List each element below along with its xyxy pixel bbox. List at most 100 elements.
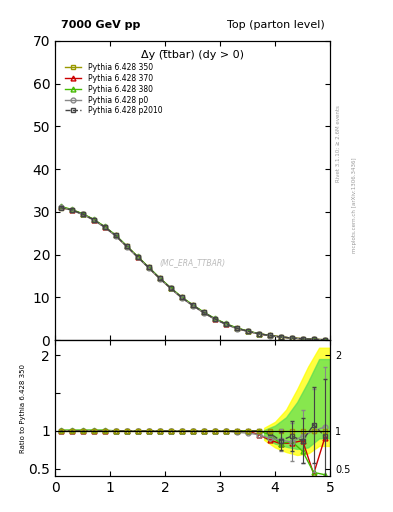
Pythia 6.428 370 bbox=[267, 332, 272, 338]
Pythia 6.428 370 bbox=[135, 254, 140, 260]
Pythia 6.428 p0 bbox=[113, 233, 118, 239]
Pythia 6.428 p2010 bbox=[300, 336, 305, 342]
Pythia 6.428 350 bbox=[311, 336, 316, 343]
Pythia 6.428 p0 bbox=[322, 337, 327, 343]
Pythia 6.428 p2010 bbox=[267, 332, 272, 338]
Pythia 6.428 350 bbox=[157, 275, 162, 281]
Pythia 6.428 p0 bbox=[256, 331, 261, 337]
Pythia 6.428 380 bbox=[80, 210, 85, 217]
Line: Pythia 6.428 380: Pythia 6.428 380 bbox=[58, 204, 327, 342]
Pythia 6.428 370 bbox=[212, 316, 217, 322]
Pythia 6.428 370 bbox=[311, 336, 316, 343]
Pythia 6.428 p2010 bbox=[168, 285, 173, 291]
Pythia 6.428 p0 bbox=[267, 333, 272, 339]
Pythia 6.428 p0 bbox=[58, 204, 63, 210]
Pythia 6.428 p2010 bbox=[245, 328, 250, 334]
Pythia 6.428 380 bbox=[179, 294, 184, 300]
Pythia 6.428 350 bbox=[58, 205, 63, 211]
Pythia 6.428 p2010 bbox=[157, 275, 162, 281]
Pythia 6.428 370 bbox=[124, 243, 129, 249]
Pythia 6.428 p0 bbox=[146, 265, 151, 271]
Pythia 6.428 380 bbox=[278, 334, 283, 340]
Pythia 6.428 380 bbox=[289, 335, 294, 341]
Text: Δy (t̅tbar) (dy > 0): Δy (t̅tbar) (dy > 0) bbox=[141, 50, 244, 60]
Pythia 6.428 350 bbox=[168, 285, 173, 291]
Pythia 6.428 p2010 bbox=[179, 294, 184, 301]
Pythia 6.428 p0 bbox=[234, 326, 239, 332]
Pythia 6.428 350 bbox=[300, 336, 305, 342]
Pythia 6.428 p2010 bbox=[69, 207, 74, 213]
Pythia 6.428 380 bbox=[256, 330, 261, 336]
Pythia 6.428 370 bbox=[190, 302, 195, 308]
Pythia 6.428 p2010 bbox=[322, 337, 327, 343]
Line: Pythia 6.428 p2010: Pythia 6.428 p2010 bbox=[58, 205, 327, 342]
Pythia 6.428 p2010 bbox=[58, 205, 63, 211]
Pythia 6.428 370 bbox=[278, 334, 283, 340]
Pythia 6.428 380 bbox=[91, 216, 96, 222]
Pythia 6.428 350 bbox=[190, 302, 195, 308]
Pythia 6.428 350 bbox=[135, 254, 140, 260]
Pythia 6.428 380 bbox=[322, 336, 327, 343]
Pythia 6.428 350 bbox=[179, 294, 184, 301]
Pythia 6.428 p0 bbox=[300, 336, 305, 342]
Pythia 6.428 380 bbox=[212, 315, 217, 322]
Pythia 6.428 350 bbox=[245, 328, 250, 334]
Pythia 6.428 p2010 bbox=[234, 325, 239, 331]
Pythia 6.428 p0 bbox=[168, 285, 173, 291]
Pythia 6.428 370 bbox=[157, 275, 162, 281]
Pythia 6.428 350 bbox=[278, 334, 283, 340]
Pythia 6.428 p2010 bbox=[223, 321, 228, 327]
Pythia 6.428 p0 bbox=[80, 211, 85, 218]
Text: Top (parton level): Top (parton level) bbox=[227, 20, 325, 31]
Pythia 6.428 370 bbox=[179, 294, 184, 301]
Pythia 6.428 370 bbox=[80, 211, 85, 217]
Line: Pythia 6.428 p0: Pythia 6.428 p0 bbox=[58, 205, 327, 342]
Pythia 6.428 370 bbox=[113, 232, 118, 239]
Pythia 6.428 370 bbox=[146, 264, 151, 270]
Pythia 6.428 350 bbox=[322, 337, 327, 343]
Pythia 6.428 350 bbox=[267, 332, 272, 338]
Pythia 6.428 p0 bbox=[201, 310, 206, 316]
Legend: Pythia 6.428 350, Pythia 6.428 370, Pythia 6.428 380, Pythia 6.428 p0, Pythia 6.: Pythia 6.428 350, Pythia 6.428 370, Pyth… bbox=[62, 60, 165, 118]
Pythia 6.428 380 bbox=[234, 325, 239, 331]
Pythia 6.428 380 bbox=[69, 206, 74, 212]
Pythia 6.428 370 bbox=[201, 309, 206, 315]
Pythia 6.428 380 bbox=[311, 336, 316, 343]
Pythia 6.428 p2010 bbox=[102, 224, 107, 230]
Pythia 6.428 350 bbox=[201, 309, 206, 315]
Pythia 6.428 p0 bbox=[179, 295, 184, 301]
Pythia 6.428 350 bbox=[69, 207, 74, 213]
Pythia 6.428 350 bbox=[234, 325, 239, 331]
Pythia 6.428 370 bbox=[168, 285, 173, 291]
Pythia 6.428 350 bbox=[256, 331, 261, 337]
Pythia 6.428 370 bbox=[102, 224, 107, 230]
Pythia 6.428 p0 bbox=[69, 207, 74, 214]
Pythia 6.428 370 bbox=[300, 336, 305, 342]
Pythia 6.428 370 bbox=[58, 204, 63, 210]
Pythia 6.428 380 bbox=[201, 309, 206, 315]
Pythia 6.428 p0 bbox=[91, 217, 96, 223]
Text: (MC_ERA_TTBAR): (MC_ERA_TTBAR) bbox=[160, 258, 226, 267]
Pythia 6.428 350 bbox=[212, 316, 217, 322]
Pythia 6.428 380 bbox=[124, 243, 129, 249]
Pythia 6.428 350 bbox=[124, 243, 129, 249]
Text: 7000 GeV pp: 7000 GeV pp bbox=[61, 20, 140, 31]
Pythia 6.428 370 bbox=[234, 325, 239, 331]
Pythia 6.428 p0 bbox=[212, 316, 217, 322]
Pythia 6.428 p2010 bbox=[256, 331, 261, 337]
Pythia 6.428 p2010 bbox=[201, 309, 206, 315]
Pythia 6.428 p0 bbox=[157, 275, 162, 282]
Pythia 6.428 370 bbox=[322, 337, 327, 343]
Pythia 6.428 p2010 bbox=[135, 254, 140, 260]
Pythia 6.428 350 bbox=[91, 217, 96, 223]
Text: Rivet 3.1.10; ≥ 2.6M events: Rivet 3.1.10; ≥ 2.6M events bbox=[336, 105, 341, 182]
Pythia 6.428 380 bbox=[113, 232, 118, 238]
Pythia 6.428 p0 bbox=[223, 321, 228, 327]
Line: Pythia 6.428 370: Pythia 6.428 370 bbox=[58, 204, 327, 342]
Pythia 6.428 p0 bbox=[102, 224, 107, 230]
Pythia 6.428 p2010 bbox=[91, 217, 96, 223]
Pythia 6.428 p0 bbox=[124, 244, 129, 250]
Pythia 6.428 350 bbox=[80, 211, 85, 217]
Pythia 6.428 380 bbox=[267, 332, 272, 338]
Line: Pythia 6.428 350: Pythia 6.428 350 bbox=[58, 205, 327, 342]
